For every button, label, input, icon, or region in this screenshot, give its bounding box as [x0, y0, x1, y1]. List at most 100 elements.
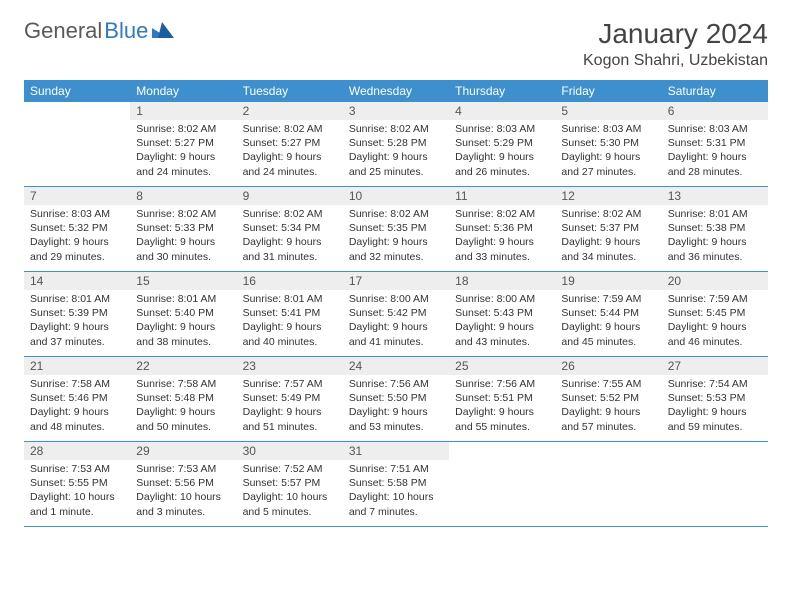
day-number: 12: [555, 187, 661, 205]
sunrise-text: Sunrise: 8:01 AM: [668, 207, 762, 221]
sunset-text: Sunset: 5:52 PM: [561, 391, 655, 405]
daylight-text: Daylight: 9 hours and 55 minutes.: [455, 405, 549, 433]
sunrise-text: Sunrise: 8:01 AM: [30, 292, 124, 306]
day-number: 27: [662, 357, 768, 375]
sunrise-text: Sunrise: 7:56 AM: [349, 377, 443, 391]
day-number: 2: [237, 102, 343, 120]
daylight-text: Daylight: 9 hours and 31 minutes.: [243, 235, 337, 263]
day-cell: 27 Sunrise: 7:54 AMSunset: 5:53 PMDayligh…: [662, 357, 768, 441]
daylight-text: Daylight: 9 hours and 24 minutes.: [243, 150, 337, 178]
daylight-text: Daylight: 9 hours and 36 minutes.: [668, 235, 762, 263]
day-info: Sunrise: 8:02 AMSunset: 5:33 PMDaylight:…: [130, 205, 236, 268]
sunset-text: Sunset: 5:51 PM: [455, 391, 549, 405]
day-number: 23: [237, 357, 343, 375]
day-cell: 3Sunrise: 8:02 AMSunset: 5:28 PMDaylight…: [343, 102, 449, 186]
day-cell: 13Sunrise: 8:01 AMSunset: 5:38 PMDayligh…: [662, 187, 768, 271]
day-info: Sunrise: 7:56 AMSunset: 5:50 PMDaylight:…: [343, 375, 449, 438]
day-cell: 29Sunrise: 7:53 AMSunset: 5:56 PMDayligh…: [130, 442, 236, 526]
day-cell: 11Sunrise: 8:02 AMSunset: 5:36 PMDayligh…: [449, 187, 555, 271]
week-row: 28Sunrise: 7:53 AMSunset: 5:55 PMDayligh…: [24, 442, 768, 527]
sunrise-text: Sunrise: 7:59 AM: [668, 292, 762, 306]
sunset-text: Sunset: 5:33 PM: [136, 221, 230, 235]
sunset-text: Sunset: 5:34 PM: [243, 221, 337, 235]
sunset-text: Sunset: 5:28 PM: [349, 136, 443, 150]
sunset-text: Sunset: 5:36 PM: [455, 221, 549, 235]
day-cell: [662, 442, 768, 526]
daylight-text: Daylight: 9 hours and 41 minutes.: [349, 320, 443, 348]
day-cell: 12Sunrise: 8:02 AMSunset: 5:37 PMDayligh…: [555, 187, 661, 271]
day-info: Sunrise: 8:00 AMSunset: 5:42 PMDaylight:…: [343, 290, 449, 353]
sunrise-text: Sunrise: 8:01 AM: [243, 292, 337, 306]
day-cell: 28Sunrise: 7:53 AMSunset: 5:55 PMDayligh…: [24, 442, 130, 526]
day-number: 17: [343, 272, 449, 290]
day-number: 30: [237, 442, 343, 460]
week-row: 14Sunrise: 8:01 AMSunset: 5:39 PMDayligh…: [24, 272, 768, 357]
week-row: 7Sunrise: 8:03 AMSunset: 5:32 PMDaylight…: [24, 187, 768, 272]
day-info: Sunrise: 8:02 AMSunset: 5:27 PMDaylight:…: [237, 120, 343, 183]
daylight-text: Daylight: 9 hours and 38 minutes.: [136, 320, 230, 348]
day-cell: 4 Sunrise: 8:03 AMSunset: 5:29 PMDaylight…: [449, 102, 555, 186]
day-number: 18: [449, 272, 555, 290]
day-number: 4: [449, 102, 555, 120]
daylight-text: Daylight: 9 hours and 26 minutes.: [455, 150, 549, 178]
sunset-text: Sunset: 5:50 PM: [349, 391, 443, 405]
day-cell: 1Sunrise: 8:02 AMSunset: 5:27 PMDaylight…: [130, 102, 236, 186]
day-cell: 10Sunrise: 8:02 AMSunset: 5:35 PMDayligh…: [343, 187, 449, 271]
sunset-text: Sunset: 5:44 PM: [561, 306, 655, 320]
day-info: Sunrise: 7:58 AMSunset: 5:48 PMDaylight:…: [130, 375, 236, 438]
sunset-text: Sunset: 5:27 PM: [136, 136, 230, 150]
sunrise-text: Sunrise: 8:03 AM: [455, 122, 549, 136]
day-info: Sunrise: 8:02 AMSunset: 5:27 PMDaylight:…: [130, 120, 236, 183]
day-header: Saturday: [662, 80, 768, 102]
day-cell: 18Sunrise: 8:00 AMSunset: 5:43 PMDayligh…: [449, 272, 555, 356]
day-number: 3: [343, 102, 449, 120]
daylight-text: Daylight: 9 hours and 59 minutes.: [668, 405, 762, 433]
day-header: Thursday: [449, 80, 555, 102]
sunset-text: Sunset: 5:27 PM: [243, 136, 337, 150]
day-number: 1: [130, 102, 236, 120]
day-number: 9: [237, 187, 343, 205]
day-info: Sunrise: 7:53 AMSunset: 5:55 PMDaylight:…: [24, 460, 130, 523]
sunset-text: Sunset: 5:30 PM: [561, 136, 655, 150]
daylight-text: Daylight: 9 hours and 27 minutes.: [561, 150, 655, 178]
day-info: Sunrise: 7:51 AMSunset: 5:58 PMDaylight:…: [343, 460, 449, 523]
day-number: 24: [343, 357, 449, 375]
day-info: Sunrise: 8:02 AMSunset: 5:35 PMDaylight:…: [343, 205, 449, 268]
day-number: 15: [130, 272, 236, 290]
day-number: 13: [662, 187, 768, 205]
day-header: Tuesday: [237, 80, 343, 102]
day-info: Sunrise: 8:01 AMSunset: 5:38 PMDaylight:…: [662, 205, 768, 268]
sunset-text: Sunset: 5:55 PM: [30, 476, 124, 490]
day-cell: [24, 102, 130, 186]
daylight-text: Daylight: 9 hours and 57 minutes.: [561, 405, 655, 433]
logo-text-general: General: [24, 18, 102, 44]
sunset-text: Sunset: 5:46 PM: [30, 391, 124, 405]
sunset-text: Sunset: 5:41 PM: [243, 306, 337, 320]
sunset-text: Sunset: 5:53 PM: [668, 391, 762, 405]
day-info: Sunrise: 8:03 AMSunset: 5:31 PMDaylight:…: [662, 120, 768, 183]
day-info: Sunrise: 8:03 AMSunset: 5:32 PMDaylight:…: [24, 205, 130, 268]
daylight-text: Daylight: 9 hours and 40 minutes.: [243, 320, 337, 348]
day-cell: 25Sunrise: 7:56 AMSunset: 5:51 PMDayligh…: [449, 357, 555, 441]
day-header: Sunday: [24, 80, 130, 102]
sunset-text: Sunset: 5:29 PM: [455, 136, 549, 150]
sunset-text: Sunset: 5:43 PM: [455, 306, 549, 320]
sunrise-text: Sunrise: 7:54 AM: [668, 377, 762, 391]
day-info: Sunrise: 8:00 AMSunset: 5:43 PMDaylight:…: [449, 290, 555, 353]
daylight-text: Daylight: 9 hours and 43 minutes.: [455, 320, 549, 348]
daylight-text: Daylight: 9 hours and 50 minutes.: [136, 405, 230, 433]
daylight-text: Daylight: 9 hours and 28 minutes.: [668, 150, 762, 178]
day-number: 8: [130, 187, 236, 205]
daylight-text: Daylight: 9 hours and 45 minutes.: [561, 320, 655, 348]
daylight-text: Daylight: 9 hours and 33 minutes.: [455, 235, 549, 263]
day-cell: 19Sunrise: 7:59 AMSunset: 5:44 PMDayligh…: [555, 272, 661, 356]
day-header: Monday: [130, 80, 236, 102]
day-header: Friday: [555, 80, 661, 102]
day-cell: 5Sunrise: 8:03 AMSunset: 5:30 PMDaylight…: [555, 102, 661, 186]
sunrise-text: Sunrise: 8:02 AM: [349, 207, 443, 221]
sunrise-text: Sunrise: 7:52 AM: [243, 462, 337, 476]
title-block: January 2024 Kogon Shahri, Uzbekistan: [583, 18, 768, 70]
day-cell: 30Sunrise: 7:52 AMSunset: 5:57 PMDayligh…: [237, 442, 343, 526]
day-info: Sunrise: 7:59 AMSunset: 5:44 PMDaylight:…: [555, 290, 661, 353]
day-number: 16: [237, 272, 343, 290]
